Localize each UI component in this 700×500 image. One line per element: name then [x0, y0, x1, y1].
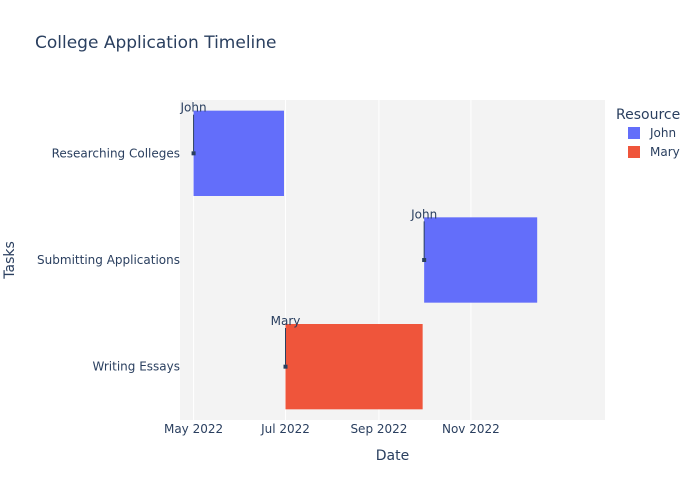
x-tick-label: Jul 2022: [260, 422, 310, 436]
legend-swatch[interactable]: [628, 146, 640, 158]
y-tick-label: Researching Colleges: [52, 146, 180, 160]
x-axis-ticks: May 2022 Jul 2022 Sep 2022 Nov 2022: [164, 422, 500, 436]
x-tick-label: Sep 2022: [350, 422, 407, 436]
annotation-point: [422, 258, 427, 262]
legend-swatch[interactable]: [628, 127, 640, 139]
y-axis-title: Tasks: [2, 241, 18, 280]
bar-resource-label: John: [180, 101, 207, 115]
y-tick-label: Submitting Applications: [37, 253, 180, 267]
chart-title: College Application Timeline: [35, 33, 277, 53]
y-axis-ticks: Researching Colleges Submitting Applicati…: [37, 146, 180, 373]
legend[interactable]: Resource John Mary: [616, 107, 680, 159]
legend-title: Resource: [616, 107, 680, 123]
y-tick-label: Writing Essays: [93, 360, 180, 374]
legend-item-label[interactable]: Mary: [650, 145, 680, 159]
x-axis-title: Date: [376, 448, 409, 464]
x-tick-label: Nov 2022: [442, 422, 500, 436]
x-tick-label: May 2022: [164, 422, 223, 436]
legend-item-label[interactable]: John: [649, 126, 676, 140]
bar-resource-label: Mary: [271, 314, 301, 328]
task-bar[interactable]: [285, 324, 423, 410]
annotation-point: [283, 364, 288, 369]
task-bar[interactable]: [424, 217, 538, 303]
annotation-point: [191, 151, 196, 156]
bars: John John Mary: [180, 101, 538, 410]
task-bar[interactable]: [193, 110, 284, 196]
bar-resource-label: John: [410, 207, 437, 221]
